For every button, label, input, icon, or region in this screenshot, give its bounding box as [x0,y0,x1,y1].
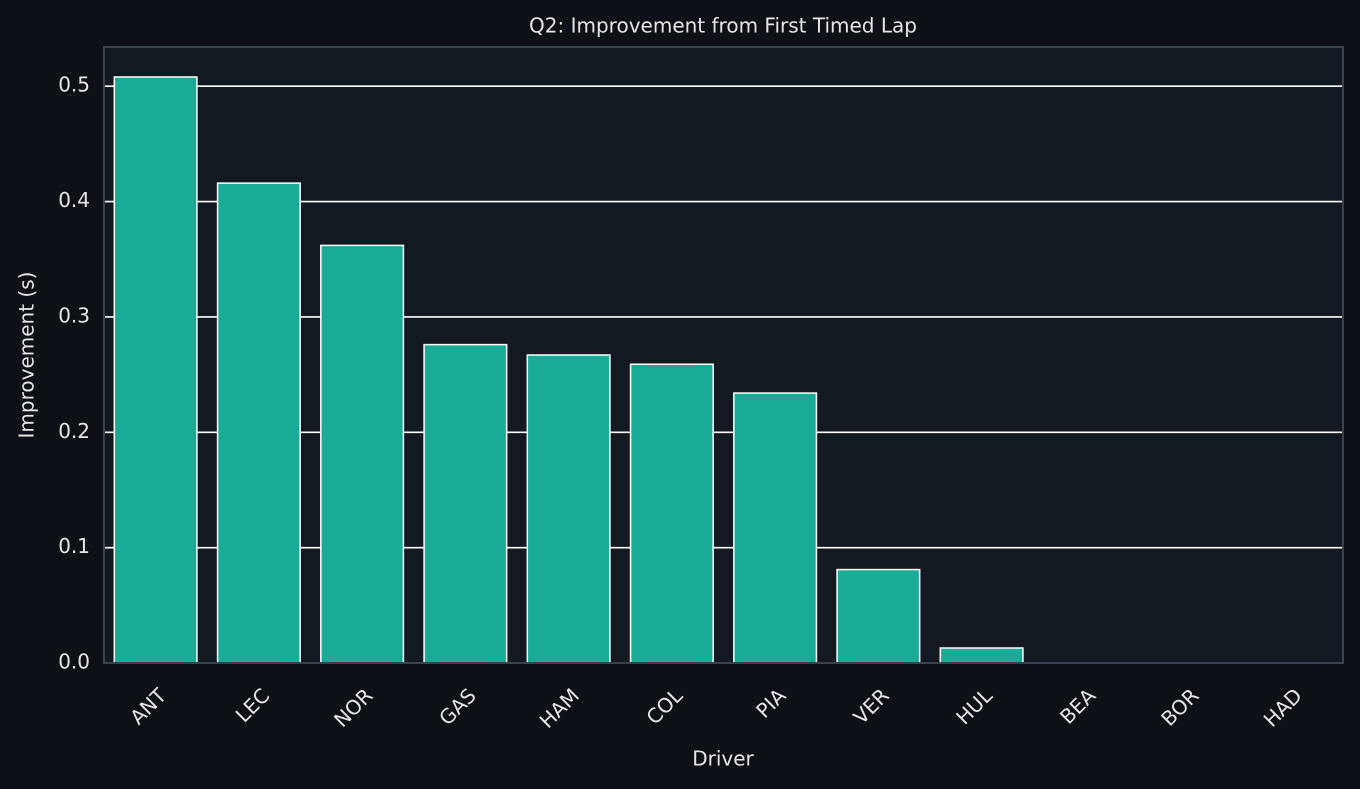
y-tick-label: 0.0 [58,650,90,674]
bar [526,354,611,664]
bar [733,392,818,664]
chart-title: Q2: Improvement from First Timed Lap [529,14,917,38]
y-axis-label: Improvement (s) [15,272,39,439]
bar [939,647,1024,664]
bar [113,76,198,664]
y-tick-label: 0.5 [58,73,90,97]
y-tick-label: 0.2 [58,419,90,443]
y-tick-label: 0.4 [58,188,90,212]
bar [216,182,301,664]
y-tick-label: 0.1 [58,534,90,558]
y-tick-label: 0.3 [58,303,90,327]
bar [320,244,405,664]
plot-area [104,47,1343,663]
bar [629,363,714,664]
bar [836,568,921,664]
x-axis-label: Driver [692,747,754,771]
bar [423,343,508,664]
axes-frame [103,46,1344,664]
